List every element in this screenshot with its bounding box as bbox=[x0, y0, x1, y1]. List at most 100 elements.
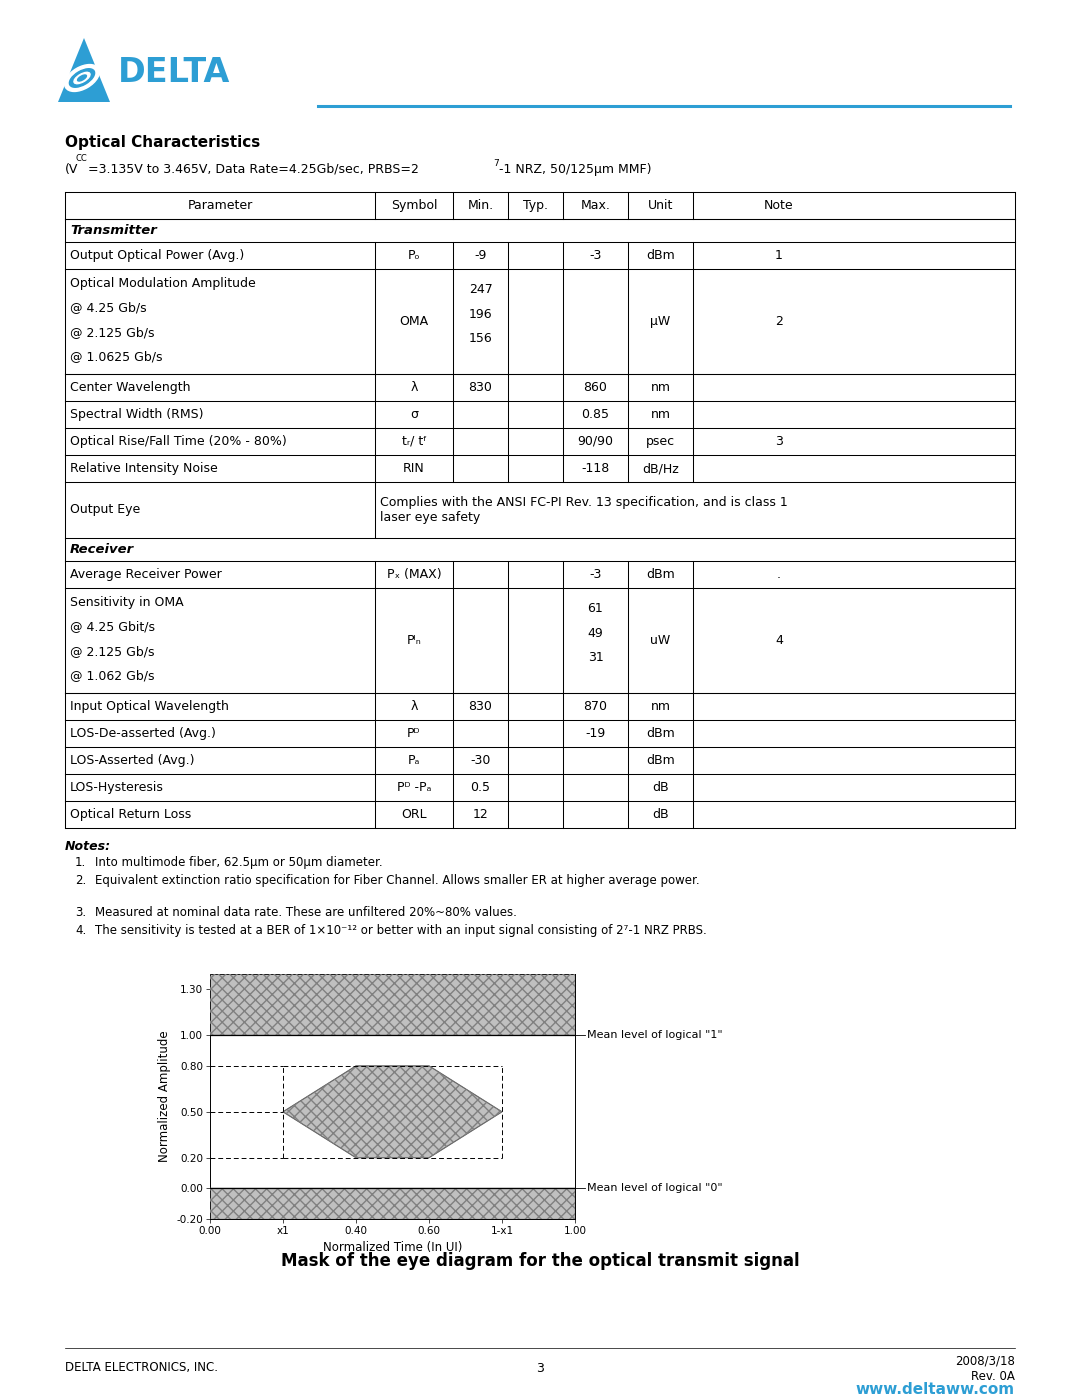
Bar bbox=[210, 1189, 575, 1220]
Text: 3.: 3. bbox=[75, 907, 86, 919]
Text: @ 1.0625 Gb/s: @ 1.0625 Gb/s bbox=[70, 351, 162, 363]
Text: -3: -3 bbox=[590, 569, 602, 581]
Text: Into multimode fiber, 62.5μm or 50μm diameter.: Into multimode fiber, 62.5μm or 50μm dia… bbox=[95, 856, 382, 869]
Polygon shape bbox=[58, 38, 110, 102]
Text: Relative Intensity Noise: Relative Intensity Noise bbox=[70, 462, 218, 475]
Text: ORL: ORL bbox=[401, 807, 427, 821]
Text: DELTA: DELTA bbox=[118, 56, 230, 88]
Text: 4: 4 bbox=[775, 634, 783, 647]
Text: Typ.: Typ. bbox=[523, 198, 548, 212]
Text: 247: 247 bbox=[469, 284, 492, 296]
Text: 2.: 2. bbox=[75, 875, 86, 887]
Text: λ: λ bbox=[410, 381, 418, 394]
Text: 0.85: 0.85 bbox=[581, 408, 609, 420]
Text: Optical Characteristics: Optical Characteristics bbox=[65, 136, 260, 149]
Text: nm: nm bbox=[650, 408, 671, 420]
Text: 31: 31 bbox=[588, 651, 604, 664]
Text: -19: -19 bbox=[585, 726, 606, 740]
Ellipse shape bbox=[73, 73, 90, 84]
Text: dBm: dBm bbox=[646, 249, 675, 263]
Ellipse shape bbox=[78, 75, 86, 81]
Text: 156: 156 bbox=[469, 332, 492, 345]
Text: Spectral Width (RMS): Spectral Width (RMS) bbox=[70, 408, 203, 420]
Text: @ 2.125 Gb/s: @ 2.125 Gb/s bbox=[70, 326, 154, 339]
Text: Measured at nominal data rate. These are unfiltered 20%~80% values.: Measured at nominal data rate. These are… bbox=[95, 907, 517, 919]
Text: -1 NRZ, 50/125μm MMF): -1 NRZ, 50/125μm MMF) bbox=[499, 163, 651, 176]
Text: nm: nm bbox=[650, 700, 671, 712]
Text: 830: 830 bbox=[469, 381, 492, 394]
Ellipse shape bbox=[65, 64, 99, 91]
Text: Input Optical Wavelength: Input Optical Wavelength bbox=[70, 700, 229, 712]
Text: @ 2.125 Gb/s: @ 2.125 Gb/s bbox=[70, 645, 154, 658]
Text: 860: 860 bbox=[583, 381, 607, 394]
Text: psec: psec bbox=[646, 434, 675, 448]
Text: Unit: Unit bbox=[648, 198, 673, 212]
Text: Pᴵₙ: Pᴵₙ bbox=[407, 634, 421, 647]
Text: dB/Hz: dB/Hz bbox=[643, 462, 679, 475]
Text: Pₓ (MAX): Pₓ (MAX) bbox=[387, 569, 442, 581]
Bar bbox=[210, 974, 575, 1035]
Text: Output Optical Power (Avg.): Output Optical Power (Avg.) bbox=[70, 249, 244, 263]
Text: 870: 870 bbox=[583, 700, 607, 712]
Text: 7: 7 bbox=[492, 159, 499, 168]
Text: dB: dB bbox=[652, 807, 669, 821]
Text: Rev. 0A: Rev. 0A bbox=[971, 1370, 1015, 1383]
Text: 2: 2 bbox=[775, 314, 783, 328]
Polygon shape bbox=[283, 1066, 502, 1158]
Text: Parameter: Parameter bbox=[187, 198, 253, 212]
Text: @ 4.25 Gbit/s: @ 4.25 Gbit/s bbox=[70, 620, 156, 633]
Text: 4.: 4. bbox=[75, 923, 86, 937]
Text: 0.5: 0.5 bbox=[471, 781, 490, 793]
Text: σ: σ bbox=[410, 408, 418, 420]
Text: Mean level of logical "1": Mean level of logical "1" bbox=[588, 1030, 723, 1041]
Text: uW: uW bbox=[650, 634, 671, 647]
Text: Symbol: Symbol bbox=[391, 198, 437, 212]
Text: dBm: dBm bbox=[646, 754, 675, 767]
Text: Max.: Max. bbox=[581, 198, 610, 212]
Ellipse shape bbox=[69, 68, 95, 87]
Text: -30: -30 bbox=[470, 754, 490, 767]
Text: 3: 3 bbox=[775, 434, 783, 448]
Text: 830: 830 bbox=[469, 700, 492, 712]
X-axis label: Normalized Time (In UI): Normalized Time (In UI) bbox=[323, 1242, 462, 1255]
Text: Equivalent extinction ratio specification for Fiber Channel. Allows smaller ER a: Equivalent extinction ratio specificatio… bbox=[95, 875, 700, 887]
Text: 1: 1 bbox=[775, 249, 783, 263]
Text: 12: 12 bbox=[473, 807, 488, 821]
Text: 90/90: 90/90 bbox=[578, 434, 613, 448]
Text: Receiver: Receiver bbox=[70, 543, 134, 556]
Text: Mean level of logical "0": Mean level of logical "0" bbox=[588, 1183, 723, 1193]
Text: Sensitivity in OMA: Sensitivity in OMA bbox=[70, 597, 184, 609]
Text: dBm: dBm bbox=[646, 569, 675, 581]
Text: =3.135V to 3.465V, Data Rate=4.25Gb/sec, PRBS=2: =3.135V to 3.465V, Data Rate=4.25Gb/sec,… bbox=[87, 163, 419, 176]
Y-axis label: Normalized Amplitude: Normalized Amplitude bbox=[158, 1031, 171, 1162]
Text: .: . bbox=[777, 569, 781, 581]
Text: Complies with the ANSI FC-PI Rev. 13 specification, and is class 1
laser eye saf: Complies with the ANSI FC-PI Rev. 13 spe… bbox=[380, 496, 787, 524]
Text: -3: -3 bbox=[590, 249, 602, 263]
Text: Pᴰ -Pₐ: Pᴰ -Pₐ bbox=[396, 781, 431, 793]
Text: -9: -9 bbox=[474, 249, 487, 263]
Text: Pₐ: Pₐ bbox=[408, 754, 420, 767]
Text: Pₒ: Pₒ bbox=[407, 249, 420, 263]
Text: @ 4.25 Gb/s: @ 4.25 Gb/s bbox=[70, 302, 147, 314]
Text: 49: 49 bbox=[588, 626, 604, 640]
Text: DELTA ELECTRONICS, INC.: DELTA ELECTRONICS, INC. bbox=[65, 1362, 218, 1375]
Text: Transmitter: Transmitter bbox=[70, 224, 157, 237]
Text: Optical Return Loss: Optical Return Loss bbox=[70, 807, 191, 821]
Bar bbox=[210, 1189, 575, 1220]
Text: nm: nm bbox=[650, 381, 671, 394]
Text: Output Eye: Output Eye bbox=[70, 503, 140, 517]
Text: Pᴰ: Pᴰ bbox=[407, 726, 421, 740]
Text: dB: dB bbox=[652, 781, 669, 793]
Text: 2008/3/18: 2008/3/18 bbox=[955, 1355, 1015, 1368]
Text: OMA: OMA bbox=[400, 314, 429, 328]
Text: 3: 3 bbox=[536, 1362, 544, 1375]
Text: (V: (V bbox=[65, 163, 79, 176]
Text: Min.: Min. bbox=[468, 198, 494, 212]
Text: Optical Rise/Fall Time (20% - 80%): Optical Rise/Fall Time (20% - 80%) bbox=[70, 434, 287, 448]
Text: 61: 61 bbox=[588, 602, 604, 615]
Text: The sensitivity is tested at a BER of 1×10⁻¹² or better with an input signal con: The sensitivity is tested at a BER of 1×… bbox=[95, 923, 706, 937]
Text: LOS-Hysteresis: LOS-Hysteresis bbox=[70, 781, 164, 793]
Text: dBm: dBm bbox=[646, 726, 675, 740]
Text: LOS-Asserted (Avg.): LOS-Asserted (Avg.) bbox=[70, 754, 194, 767]
Text: www.deltaww.com: www.deltaww.com bbox=[855, 1383, 1015, 1397]
